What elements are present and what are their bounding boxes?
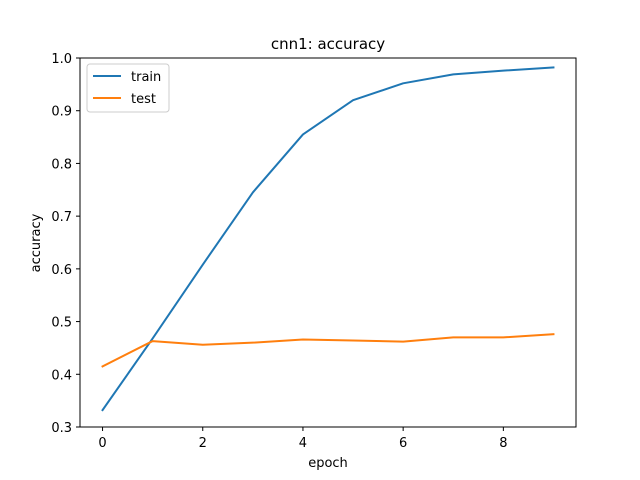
x-tick-label: 0	[98, 436, 106, 451]
x-tick-label: 8	[499, 436, 507, 451]
series-line-train	[101, 66, 555, 412]
y-tick-label: 0.4	[51, 368, 72, 383]
axes-frame	[79, 57, 577, 428]
y-tick-label: 0.3	[51, 421, 72, 436]
legend-label-test: test	[131, 92, 156, 107]
chart-title: cnn1: accuracy	[271, 35, 385, 53]
y-tick-label: 0.8	[51, 157, 72, 172]
y-tick-label: 0.7	[51, 210, 72, 225]
x-axis-label: epoch	[308, 456, 348, 471]
y-tick-label: 0.6	[51, 263, 72, 278]
x-tick-label: 4	[299, 436, 307, 451]
series-line-test	[101, 333, 555, 368]
x-tick-label: 6	[399, 436, 407, 451]
y-axis-label: accuracy	[29, 213, 44, 272]
plot-area: 0 2 4 6 8 0.3 0.4 0.5 0.6 0.7 0.8 0.9 1.0 train test	[51, 52, 577, 451]
x-tick-label: 2	[199, 436, 207, 451]
legend-label-train: train	[131, 70, 161, 85]
y-tick-label: 1.0	[51, 52, 72, 67]
y-tick-label: 0.5	[51, 316, 72, 331]
y-tick-label: 0.9	[51, 105, 72, 120]
